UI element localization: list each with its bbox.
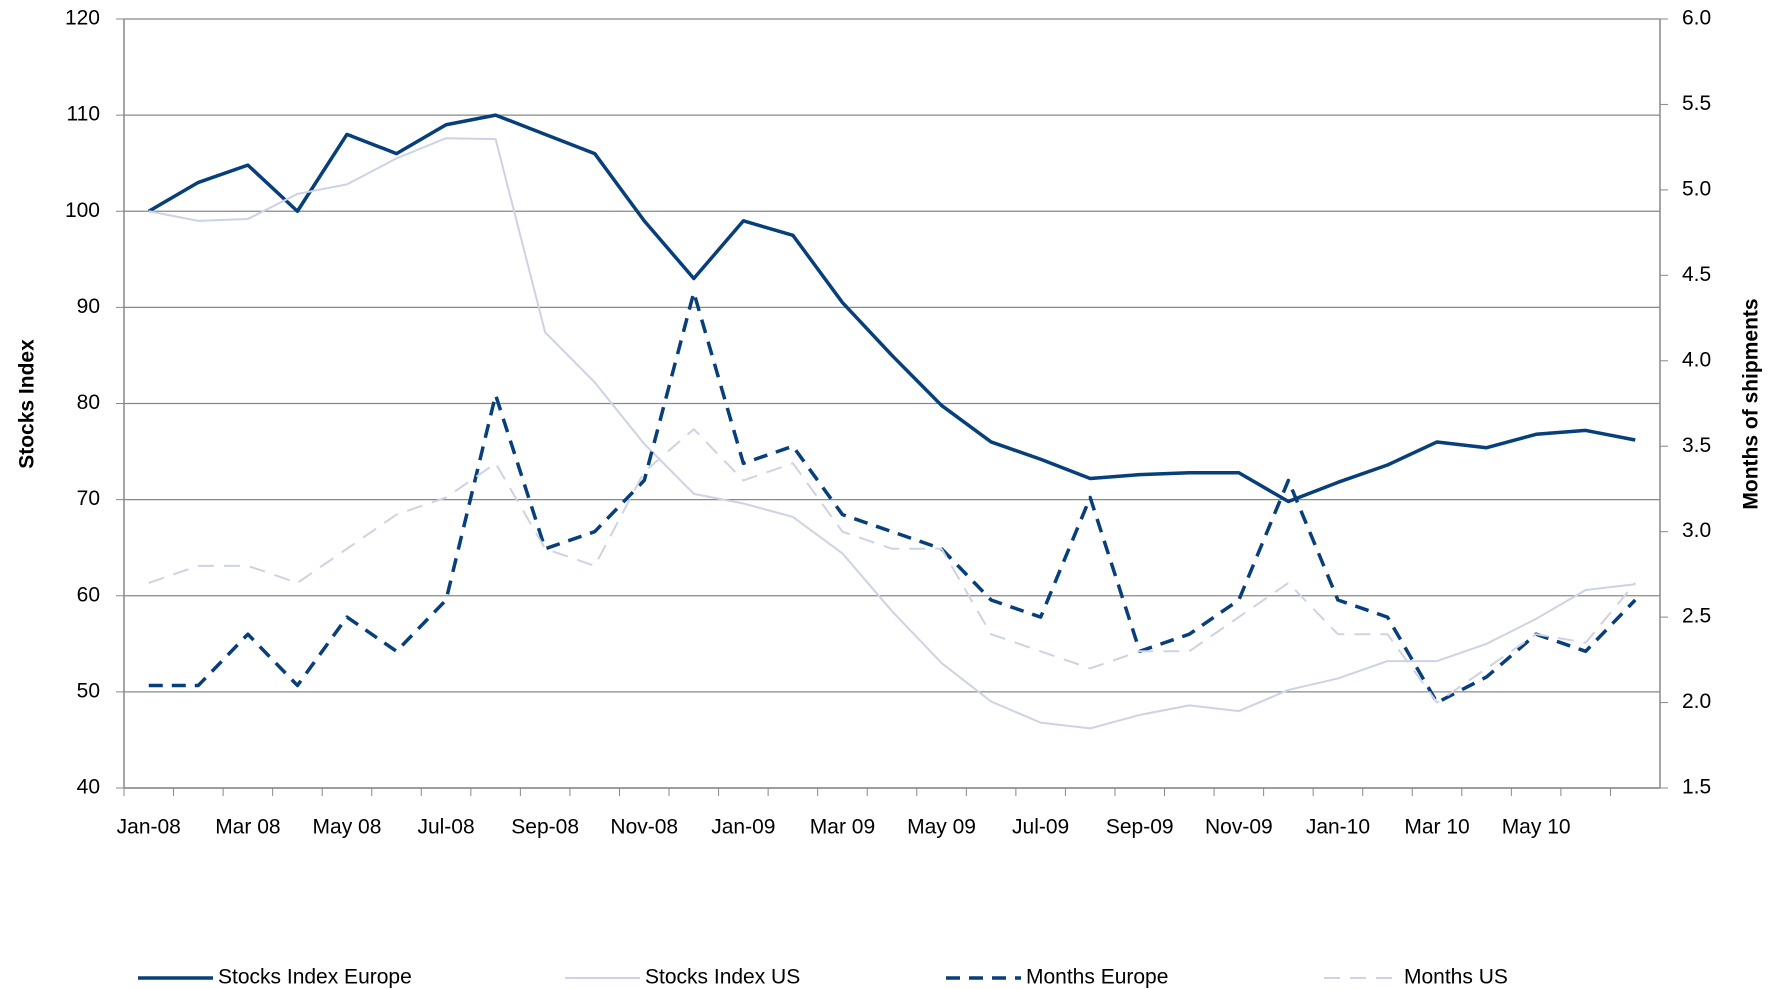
y2-axis-label: Months of shipments: [1740, 298, 1763, 509]
y2-tick-label: 3.5: [1682, 434, 1711, 457]
y2-tick-label: 3.0: [1682, 519, 1711, 542]
y2-tick-label: 4.5: [1682, 263, 1711, 286]
legend-label: Stocks Index Europe: [218, 966, 412, 989]
y-tick-label: 60: [77, 583, 100, 606]
y-tick-label: 40: [77, 776, 100, 799]
legend-label: Months Europe: [1026, 966, 1168, 989]
x-tick-label: Mar 10: [1404, 816, 1469, 839]
series-line: [148, 290, 1637, 705]
series-line: [148, 428, 1637, 704]
y-tick-label: 120: [65, 7, 100, 30]
y-tick-label: 90: [77, 295, 100, 318]
legend-label: Stocks Index US: [645, 966, 800, 989]
y-tick-label: 70: [77, 487, 100, 510]
x-tick-label: Jul-08: [417, 816, 474, 839]
series-line: [148, 137, 1636, 730]
x-tick-label: Mar 09: [810, 816, 875, 839]
y2-tick-label: 6.0: [1682, 7, 1711, 30]
x-tick-label: May 09: [907, 816, 976, 839]
y2-tick-label: 5.0: [1682, 177, 1711, 200]
series-line: [147, 113, 1636, 504]
y-tick-label: 100: [65, 199, 100, 222]
x-tick-label: Mar 08: [215, 816, 280, 839]
y2-tick-label: 5.5: [1682, 92, 1711, 115]
x-tick-label: Nov-08: [610, 816, 678, 839]
x-tick-label: Jul-09: [1012, 816, 1069, 839]
x-tick-label: May 10: [1502, 816, 1571, 839]
y-tick-label: 80: [77, 391, 100, 414]
y2-tick-label: 2.5: [1682, 605, 1711, 628]
x-tick-label: Jan-10: [1306, 816, 1370, 839]
x-tick-label: May 08: [313, 816, 382, 839]
y2-tick-label: 1.5: [1682, 776, 1711, 799]
y2-tick-label: 4.0: [1682, 348, 1711, 371]
y-tick-label: 50: [77, 679, 100, 702]
y-axis-label: Stocks Index: [16, 339, 39, 469]
x-tick-label: Jan-09: [711, 816, 775, 839]
x-tick-label: Sep-09: [1106, 816, 1174, 839]
x-tick-label: Sep-08: [511, 816, 579, 839]
x-tick-label: Jan-08: [117, 816, 181, 839]
y-tick-label: 110: [67, 103, 100, 126]
y2-tick-label: 2.0: [1682, 690, 1711, 713]
x-tick-label: Nov-09: [1205, 816, 1273, 839]
legend-label: Months US: [1404, 966, 1508, 989]
